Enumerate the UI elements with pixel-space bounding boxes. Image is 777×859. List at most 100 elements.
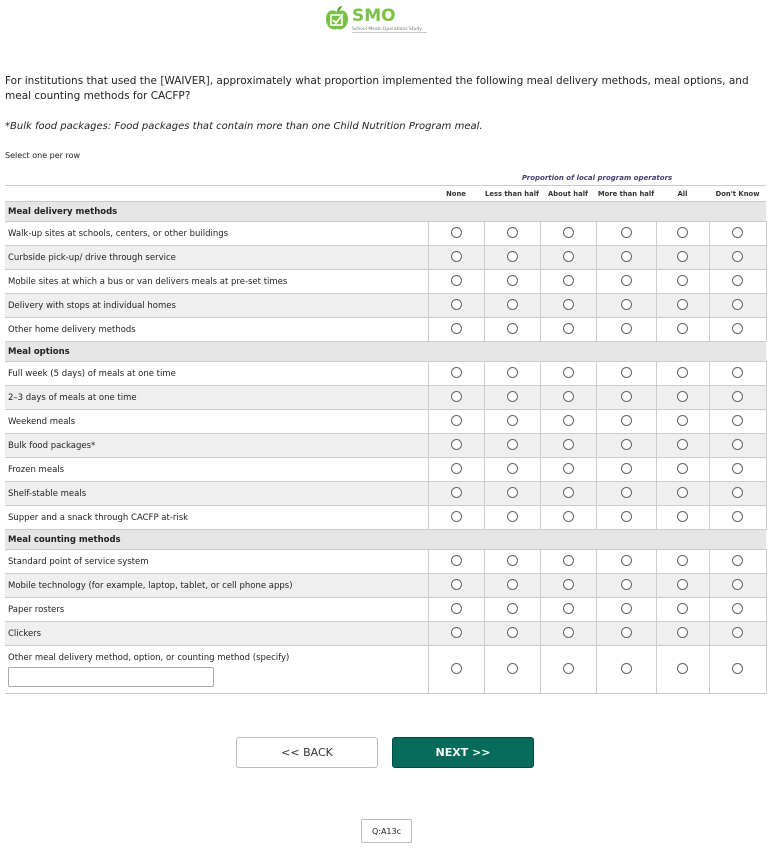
radio-less-than-half[interactable]	[506, 390, 518, 402]
radio-more-than-half[interactable]	[620, 366, 632, 378]
radio-all[interactable]	[677, 486, 688, 498]
radio-none[interactable]	[450, 626, 462, 638]
radio-all[interactable]	[677, 578, 688, 590]
radio-none[interactable]	[450, 250, 462, 262]
radio-about-half[interactable]	[562, 510, 574, 522]
radio-all[interactable]	[677, 226, 688, 238]
radio-none[interactable]	[450, 662, 462, 674]
radio-don-t-know[interactable]	[732, 250, 744, 262]
radio-more-than-half[interactable]	[620, 578, 632, 590]
radio-don-t-know[interactable]	[732, 298, 744, 310]
radio-don-t-know[interactable]	[732, 414, 744, 426]
radio-more-than-half[interactable]	[620, 510, 632, 522]
radio-none[interactable]	[450, 486, 462, 498]
radio-none[interactable]	[450, 554, 462, 566]
radio-less-than-half[interactable]	[506, 486, 518, 498]
radio-less-than-half[interactable]	[506, 438, 518, 450]
radio-about-half[interactable]	[562, 250, 574, 262]
radio-none[interactable]	[450, 578, 462, 590]
radio-about-half[interactable]	[562, 602, 574, 614]
radio-all[interactable]	[677, 250, 688, 262]
radio-more-than-half[interactable]	[620, 390, 632, 402]
radio-none[interactable]	[450, 366, 462, 378]
radio-none[interactable]	[450, 414, 462, 426]
radio-about-half[interactable]	[562, 578, 574, 590]
radio-don-t-know[interactable]	[732, 510, 744, 522]
radio-more-than-half[interactable]	[620, 462, 632, 474]
radio-less-than-half[interactable]	[506, 462, 518, 474]
radio-about-half[interactable]	[562, 438, 574, 450]
radio-more-than-half[interactable]	[620, 662, 632, 674]
radio-about-half[interactable]	[562, 366, 574, 378]
radio-less-than-half[interactable]	[506, 250, 518, 262]
radio-about-half[interactable]	[562, 390, 574, 402]
radio-don-t-know[interactable]	[732, 274, 744, 286]
radio-more-than-half[interactable]	[620, 298, 632, 310]
radio-none[interactable]	[450, 510, 462, 522]
radio-all[interactable]	[677, 414, 688, 426]
radio-all[interactable]	[677, 298, 688, 310]
radio-all[interactable]	[677, 274, 688, 286]
radio-don-t-know[interactable]	[732, 462, 744, 474]
back-button[interactable]: << BACK	[236, 737, 378, 768]
radio-more-than-half[interactable]	[620, 322, 632, 334]
radio-more-than-half[interactable]	[620, 486, 632, 498]
next-button[interactable]: NEXT >>	[392, 737, 534, 768]
radio-less-than-half[interactable]	[506, 298, 518, 310]
radio-more-than-half[interactable]	[620, 414, 632, 426]
radio-more-than-half[interactable]	[620, 250, 632, 262]
radio-all[interactable]	[677, 390, 688, 402]
radio-less-than-half[interactable]	[506, 626, 518, 638]
radio-about-half[interactable]	[562, 662, 574, 674]
radio-don-t-know[interactable]	[732, 438, 744, 450]
radio-about-half[interactable]	[562, 486, 574, 498]
radio-none[interactable]	[450, 462, 462, 474]
radio-none[interactable]	[450, 602, 462, 614]
radio-all[interactable]	[677, 438, 688, 450]
radio-don-t-know[interactable]	[732, 602, 744, 614]
radio-about-half[interactable]	[562, 414, 574, 426]
radio-all[interactable]	[677, 462, 688, 474]
radio-less-than-half[interactable]	[506, 366, 518, 378]
radio-none[interactable]	[450, 322, 462, 334]
radio-about-half[interactable]	[562, 322, 574, 334]
radio-about-half[interactable]	[562, 462, 574, 474]
radio-none[interactable]	[450, 274, 462, 286]
radio-all[interactable]	[677, 322, 688, 334]
radio-less-than-half[interactable]	[506, 226, 518, 238]
radio-less-than-half[interactable]	[506, 554, 518, 566]
radio-all[interactable]	[677, 662, 688, 674]
radio-all[interactable]	[677, 554, 688, 566]
radio-all[interactable]	[677, 602, 688, 614]
radio-none[interactable]	[450, 390, 462, 402]
radio-more-than-half[interactable]	[620, 554, 632, 566]
radio-don-t-know[interactable]	[732, 578, 744, 590]
radio-don-t-know[interactable]	[732, 226, 744, 238]
radio-all[interactable]	[677, 626, 688, 638]
radio-all[interactable]	[677, 510, 688, 522]
radio-more-than-half[interactable]	[620, 226, 632, 238]
radio-less-than-half[interactable]	[506, 602, 518, 614]
radio-about-half[interactable]	[562, 226, 574, 238]
radio-less-than-half[interactable]	[506, 274, 518, 286]
radio-don-t-know[interactable]	[732, 662, 744, 674]
radio-more-than-half[interactable]	[620, 438, 632, 450]
radio-none[interactable]	[450, 438, 462, 450]
radio-less-than-half[interactable]	[506, 414, 518, 426]
radio-don-t-know[interactable]	[732, 486, 744, 498]
radio-less-than-half[interactable]	[506, 578, 518, 590]
radio-less-than-half[interactable]	[506, 510, 518, 522]
radio-don-t-know[interactable]	[732, 390, 744, 402]
radio-don-t-know[interactable]	[732, 366, 744, 378]
radio-more-than-half[interactable]	[620, 602, 632, 614]
specify-input[interactable]	[8, 666, 214, 687]
radio-less-than-half[interactable]	[506, 322, 518, 334]
radio-about-half[interactable]	[562, 274, 574, 286]
radio-don-t-know[interactable]	[732, 554, 744, 566]
radio-more-than-half[interactable]	[620, 274, 632, 286]
radio-don-t-know[interactable]	[732, 322, 744, 334]
radio-about-half[interactable]	[562, 626, 574, 638]
radio-don-t-know[interactable]	[732, 626, 744, 638]
radio-about-half[interactable]	[562, 298, 574, 310]
radio-less-than-half[interactable]	[506, 662, 518, 674]
